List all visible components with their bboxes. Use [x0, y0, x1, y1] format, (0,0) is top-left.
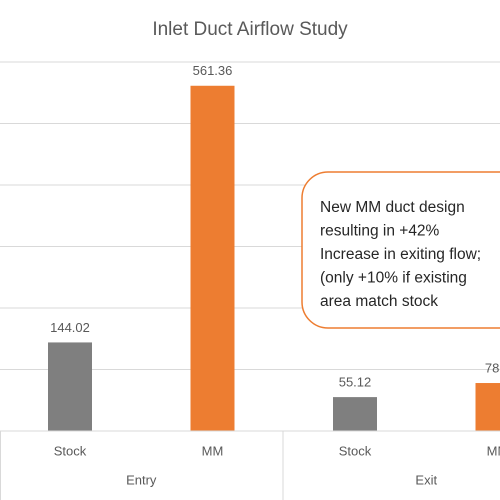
annotation: New MM duct design resulting in +42% Incre…	[301, 171, 500, 329]
value-label: 144.02	[50, 320, 90, 335]
value-label: 55.12	[339, 375, 372, 390]
value-label: 561.36	[193, 63, 233, 78]
x-axis	[0, 430, 500, 500]
bar	[190, 85, 235, 431]
annotation-line: New MM duct design	[320, 199, 465, 216]
annotation-line: area match stock	[320, 293, 438, 310]
bar	[48, 342, 92, 431]
annotation-line: resulting in +42%	[320, 223, 440, 240]
x-tick-label: Stock	[339, 443, 372, 458]
annotation-box	[301, 171, 500, 329]
annotation-line: Increase in exiting flow;	[320, 246, 481, 263]
chart-title: Inlet Duct Airflow Study	[152, 19, 348, 40]
bars: 144.02 561.36 55.12 78.0	[48, 63, 500, 431]
value-label: 78.0	[485, 360, 500, 375]
group-label: Exit	[415, 472, 437, 487]
group-label: Entry	[126, 472, 157, 487]
x-tick-label: MM	[202, 443, 224, 458]
annotation-text: New MM duct design resulting in +42% Incre…	[320, 199, 481, 310]
x-tick-label: Stock	[54, 443, 87, 458]
bar	[333, 397, 377, 431]
bar	[475, 383, 500, 431]
annotation-line: (only +10% if existing	[320, 270, 467, 287]
x-tick-label: MM	[487, 443, 500, 458]
